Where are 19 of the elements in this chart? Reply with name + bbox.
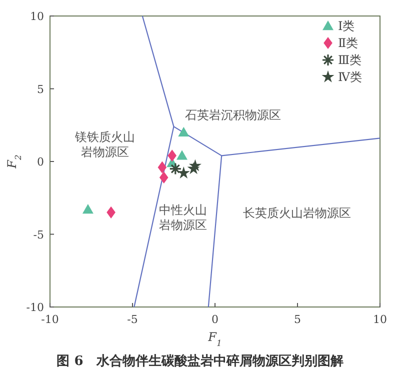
y-tick-label: 10 (30, 10, 44, 23)
legend-label: Ⅳ类 (338, 70, 362, 84)
y-tick-label: -5 (33, 228, 44, 242)
x-tick-label: 0 (212, 313, 218, 326)
annotation: 中性火山岩物源区 (159, 203, 207, 232)
legend-label: Ⅱ类 (338, 36, 358, 50)
y-tick-label: 5 (37, 82, 44, 96)
x-tick-label: 10 (373, 313, 387, 326)
text: 图 6 水合物伴生碳酸盐岩中碎屑物源区判别图解 (56, 353, 344, 369)
y-tick-label: -10 (26, 301, 44, 314)
x-axis-title: F$_{1}$ (207, 330, 222, 348)
x-tick-label: 5 (294, 313, 301, 326)
annotation: 石英岩沉积物源区 (185, 108, 281, 122)
x-tick-label: -5 (127, 313, 138, 326)
y-tick-label: 0 (37, 156, 44, 168)
annotation: 镁铁质火山岩物源区 (74, 130, 135, 159)
legend-label: Ⅰ类 (338, 19, 355, 33)
annotation: 长英质火山岩物源区 (243, 206, 351, 220)
legend-label: Ⅲ类 (338, 53, 362, 67)
